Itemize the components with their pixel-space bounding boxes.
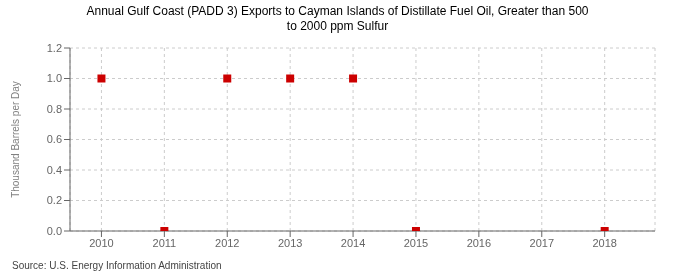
svg-text:2018: 2018	[592, 237, 616, 249]
svg-text:1.0: 1.0	[47, 72, 62, 84]
svg-text:Thousand Barrels per Day: Thousand Barrels per Day	[10, 81, 21, 198]
html-text:Source: U.S. Energy Informatio: Source: U.S. Energy Information Administ…	[12, 260, 222, 271]
svg-text:0.8: 0.8	[47, 103, 62, 115]
svg-text:0.2: 0.2	[47, 194, 62, 206]
svg-text:0.6: 0.6	[47, 133, 62, 145]
html-text:Annual Gulf Coast (PADD 3) Exp: Annual Gulf Coast (PADD 3) Exports to Ca…	[86, 4, 589, 18]
svg-text:0.0: 0.0	[47, 225, 62, 237]
svg-text:1.2: 1.2	[47, 42, 62, 54]
svg-text:2011: 2011	[153, 237, 177, 249]
svg-text:0.4: 0.4	[47, 164, 62, 176]
svg-text:2013: 2013	[278, 237, 302, 249]
html-text:to 2000 ppm Sulfur: to 2000 ppm Sulfur	[286, 19, 389, 33]
svg-text:2017: 2017	[530, 237, 554, 249]
svg-text:2014: 2014	[341, 237, 365, 249]
svg-text:2010: 2010	[89, 237, 113, 249]
svg-text:2016: 2016	[467, 237, 491, 249]
svg-text:2012: 2012	[215, 237, 239, 249]
svg-text:2015: 2015	[404, 237, 428, 249]
